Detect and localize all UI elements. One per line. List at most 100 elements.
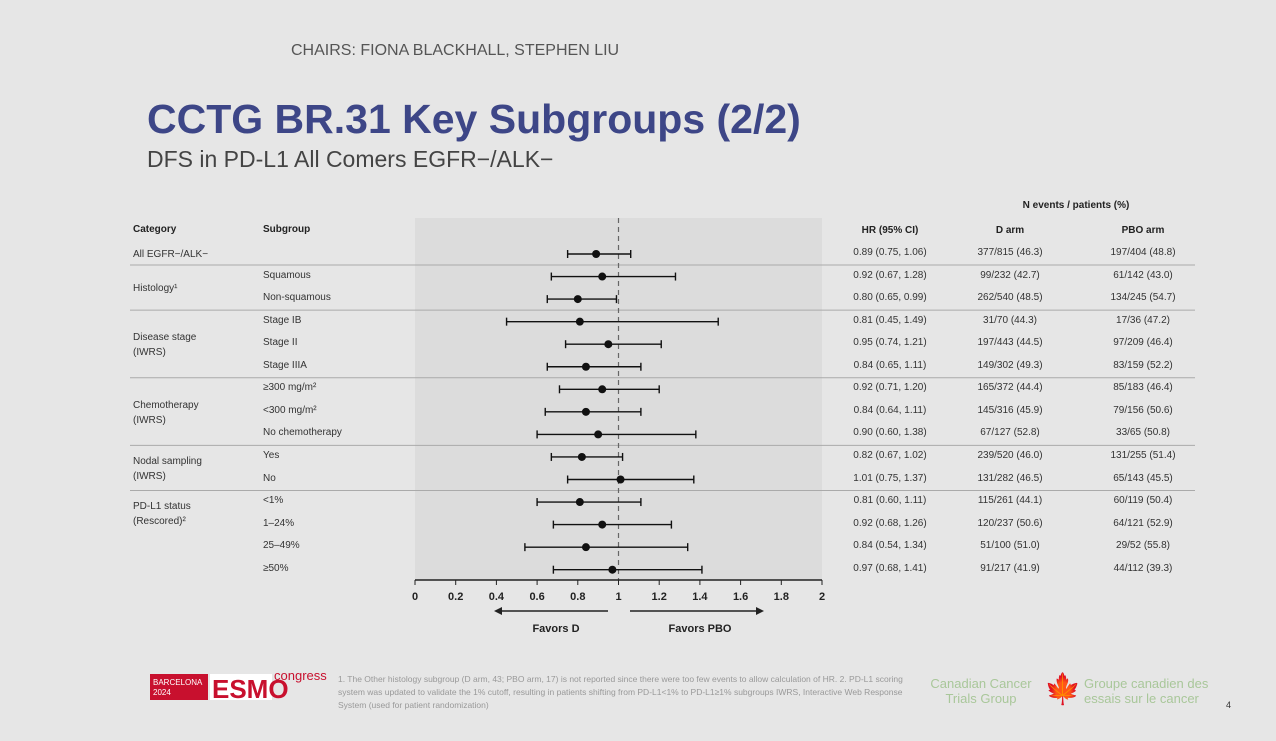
chairs-text: CHAIRS: FIONA BLACKHALL, STEPHEN LIU <box>291 42 620 59</box>
hr-point <box>581 362 590 371</box>
d-arm-header: D arm <box>995 225 1025 236</box>
d-arm-value: 91/217 (41.9) <box>980 562 1040 574</box>
hr-header: HR (95% CI) <box>861 225 919 236</box>
hr-ci-value: 0.97 (0.68, 1.41) <box>853 562 927 574</box>
d-arm-value: 197/443 (44.5) <box>977 337 1043 349</box>
pbo-arm-header: PBO arm <box>1121 225 1165 236</box>
x-tick-label: 1.6 <box>733 591 748 603</box>
d-arm-value: 51/100 (51.0) <box>980 540 1040 552</box>
category-label: PD-L1 status (Rescored)² <box>133 501 191 528</box>
maple-leaf-icon: 🍁 <box>1044 673 1082 706</box>
hr-point <box>577 452 586 461</box>
x-tick-label: 0.2 <box>448 591 463 603</box>
subgroup-label: Squamous <box>263 269 311 281</box>
hr-ci-value: 0.95 (0.74, 1.21) <box>853 337 927 349</box>
d-arm-value: 131/282 (46.5) <box>977 472 1043 484</box>
pbo-arm-value: 134/245 (54.7) <box>1110 292 1176 304</box>
n-events-header: N events / patients (%) <box>1022 200 1130 211</box>
pbo-arm-value: 97/209 (46.4) <box>1113 337 1173 349</box>
x-tick-label: 0.8 <box>570 591 585 603</box>
subgroup-label: 25–49% <box>263 540 300 552</box>
pbo-arm-value: 60/119 (50.4) <box>1113 495 1173 507</box>
favors-pbo-arrowhead <box>756 607 764 615</box>
hr-ci-value: 0.80 (0.65, 0.99) <box>853 292 927 304</box>
hr-ci-value: 0.84 (0.54, 1.34) <box>853 540 927 552</box>
subgroup-label: Non-squamous <box>263 292 331 304</box>
hr-point <box>575 498 584 507</box>
pbo-arm-value: 61/142 (43.0) <box>1113 269 1173 281</box>
d-arm-value: 67/127 (52.8) <box>980 427 1040 439</box>
x-tick-label: 1.8 <box>774 591 789 603</box>
page-number: 4 <box>1226 700 1232 710</box>
subgroup-label: ≥300 mg/m² <box>263 382 317 394</box>
hr-point <box>598 385 607 394</box>
pbo-arm-value: 131/255 (51.4) <box>1110 449 1176 461</box>
cctg-english: Canadian Cancer Trials Group <box>930 676 1032 706</box>
subgroup-label: <300 mg/m² <box>263 404 317 416</box>
d-arm-value: 99/232 (42.7) <box>980 269 1040 281</box>
pbo-arm-value: 44/112 (39.3) <box>1113 562 1173 574</box>
x-tick-label: 0.4 <box>489 591 505 603</box>
pbo-arm-value: 83/159 (52.2) <box>1113 359 1173 371</box>
category-label: Nodal sampling (IWRS) <box>133 456 202 483</box>
cctg-french: Groupe canadien des essais sur le cancer <box>1084 676 1209 706</box>
svg-text:ESMO: ESMO <box>212 674 289 704</box>
favors-d-arrowhead <box>494 607 502 615</box>
footnote: 1. The Other histology subgroup (D arm, … <box>338 674 903 710</box>
pbo-arm-value: 17/36 (47.2) <box>1116 314 1170 326</box>
x-tick-label: 0.6 <box>529 591 544 603</box>
category-label: Chemotherapy (IWRS) <box>133 399 199 426</box>
x-tick-label: 1.2 <box>652 591 667 603</box>
hr-point <box>581 407 590 416</box>
hr-point <box>581 543 590 552</box>
subgroup-label: Stage II <box>263 337 298 349</box>
hr-ci-value: 0.92 (0.71, 1.20) <box>853 382 927 394</box>
hr-ci-value: 0.90 (0.60, 1.38) <box>853 427 927 439</box>
d-arm-value: 377/815 (46.3) <box>977 247 1043 258</box>
d-arm-value: 31/70 (44.3) <box>983 314 1037 326</box>
subgroup-label: 1–24% <box>263 517 295 529</box>
subgroup-label: No <box>263 472 276 484</box>
hr-ci-value: 0.92 (0.67, 1.28) <box>853 269 927 281</box>
hr-point <box>598 272 607 281</box>
subgroup-label: ≥50% <box>263 562 289 574</box>
d-arm-value: 239/520 (46.0) <box>977 449 1043 461</box>
pbo-arm-value: 29/52 (55.8) <box>1116 540 1170 552</box>
hr-point <box>575 317 584 326</box>
hr-ci-value: 0.81 (0.60, 1.11) <box>853 495 927 507</box>
hr-point <box>594 430 603 439</box>
pbo-arm-value: 64/121 (52.9) <box>1113 517 1173 529</box>
x-tick-label: 1 <box>615 591 621 603</box>
subgroup-label: No chemotherapy <box>263 427 342 439</box>
esmo-logo: BARCELONA 2024 ESMO congress <box>150 668 330 709</box>
hr-point <box>573 295 582 304</box>
hr-ci-value: 1.01 (0.75, 1.37) <box>853 472 927 484</box>
subgroup-header: Subgroup <box>263 224 311 235</box>
favors-pbo-label: Favors PBO <box>669 623 732 635</box>
category-label: All EGFR−/ALK− <box>133 249 209 260</box>
slide-title: CCTG BR.31 Key Subgroups (2/2) <box>147 96 801 142</box>
subgroup-label: <1% <box>263 495 284 507</box>
category-label: Disease stage (IWRS) <box>133 332 197 359</box>
subgroup-label: Stage IB <box>263 314 302 326</box>
x-tick-label: 0 <box>412 591 418 603</box>
pbo-arm-value: 79/156 (50.6) <box>1113 404 1173 416</box>
hr-ci-value: 0.92 (0.68, 1.26) <box>853 517 927 529</box>
hr-ci-value: 0.81 (0.45, 1.49) <box>853 314 927 326</box>
hr-point <box>608 565 617 574</box>
pbo-arm-value: 85/183 (46.4) <box>1113 382 1173 394</box>
favors-d-label: Favors D <box>532 623 579 635</box>
hr-point <box>598 520 607 529</box>
svg-text:BARCELONA: BARCELONA <box>153 678 203 687</box>
d-arm-value: 120/237 (50.6) <box>977 517 1043 529</box>
category-header: Category <box>133 224 177 235</box>
hr-ci-value: 0.82 (0.67, 1.02) <box>853 449 927 461</box>
hr-point <box>604 340 613 349</box>
x-tick-label: 1.4 <box>692 591 708 603</box>
hr-point <box>592 250 601 258</box>
subgroup-label: Yes <box>263 449 280 461</box>
pbo-arm-value: 33/65 (50.8) <box>1116 427 1170 439</box>
pbo-arm-value: 197/404 (48.8) <box>1110 247 1176 258</box>
pbo-arm-value: 65/143 (45.5) <box>1113 472 1173 484</box>
